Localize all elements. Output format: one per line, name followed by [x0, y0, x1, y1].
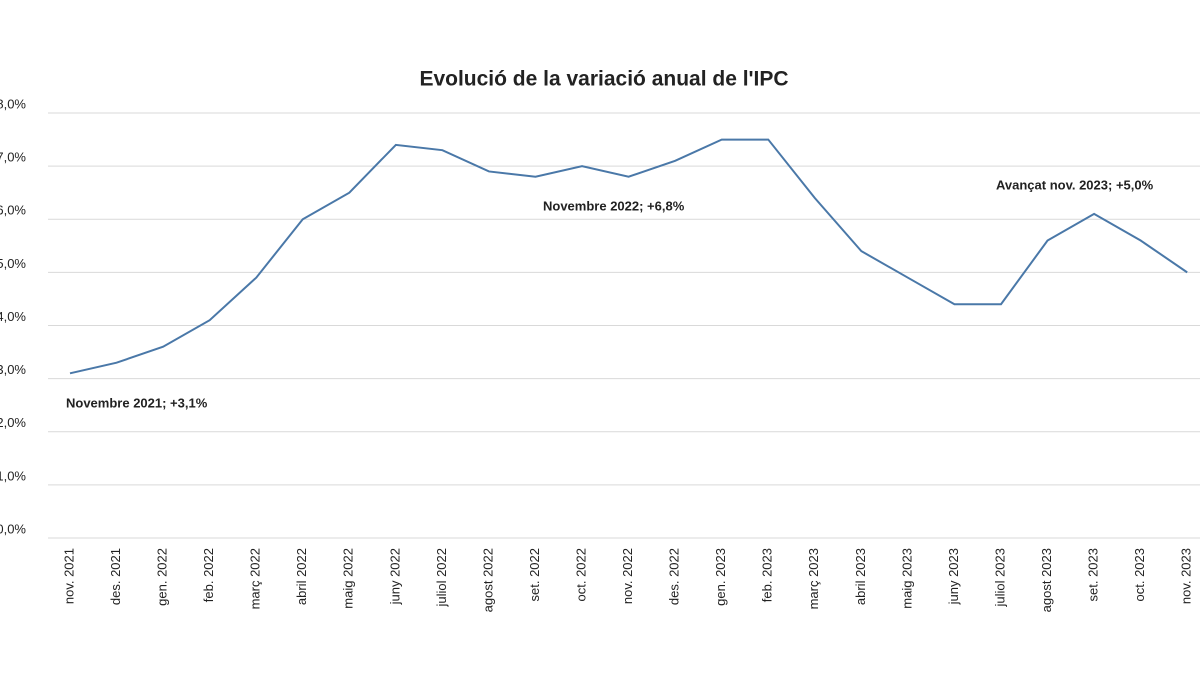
- annotation: Avançat nov. 2023; +5,0%: [996, 177, 1154, 192]
- x-tick-label: nov. 2023: [1179, 548, 1194, 604]
- y-tick-label: 8,0%: [0, 96, 26, 111]
- x-tick-label: feb. 2023: [760, 548, 775, 602]
- y-tick-label: 4,0%: [0, 309, 26, 324]
- x-tick-label: abril 2023: [853, 548, 868, 605]
- x-tick-label: oct. 2022: [573, 548, 588, 602]
- x-tick-label: nov. 2021: [61, 548, 76, 604]
- x-tick-label: des. 2021: [108, 548, 123, 605]
- x-tick-label: set. 2023: [1086, 548, 1101, 602]
- x-tick-label: març 2023: [806, 548, 821, 609]
- x-tick-label: agost 2022: [480, 548, 495, 612]
- x-tick-label: nov. 2022: [620, 548, 635, 604]
- x-tick-label: des. 2022: [667, 548, 682, 605]
- y-tick-label: 1,0%: [0, 468, 26, 483]
- x-tick-label: abril 2022: [294, 548, 309, 605]
- annotation: Novembre 2022; +6,8%: [543, 198, 685, 213]
- y-tick-label: 6,0%: [0, 203, 26, 218]
- annotation: Novembre 2021; +3,1%: [66, 395, 208, 410]
- y-tick-label: 0,0%: [0, 521, 26, 536]
- y-tick-label: 7,0%: [0, 150, 26, 165]
- y-tick-label: 3,0%: [0, 362, 26, 377]
- x-tick-label: juny 2023: [946, 548, 961, 605]
- y-tick-label: 5,0%: [0, 256, 26, 271]
- x-tick-label: feb. 2022: [201, 548, 216, 602]
- chart-title: Evolució de la variació anual de l'IPC: [419, 68, 788, 91]
- x-tick-label: gen. 2023: [713, 548, 728, 606]
- x-tick-label: març 2022: [248, 548, 263, 609]
- x-tick-label: oct. 2023: [1132, 548, 1147, 602]
- x-tick-label: agost 2023: [1039, 548, 1054, 612]
- data-line: [69, 138, 1188, 375]
- x-tick-label: juny 2022: [387, 548, 402, 605]
- x-tick-label: set. 2022: [527, 548, 542, 602]
- x-tick-label: gen. 2022: [155, 548, 170, 606]
- x-tick-label: maig 2022: [341, 548, 356, 609]
- x-tick-label: maig 2023: [899, 548, 914, 609]
- x-tick-label: juliol 2023: [992, 548, 1007, 608]
- x-tick-label: juliol 2022: [434, 548, 449, 608]
- y-tick-label: 2,0%: [0, 415, 26, 430]
